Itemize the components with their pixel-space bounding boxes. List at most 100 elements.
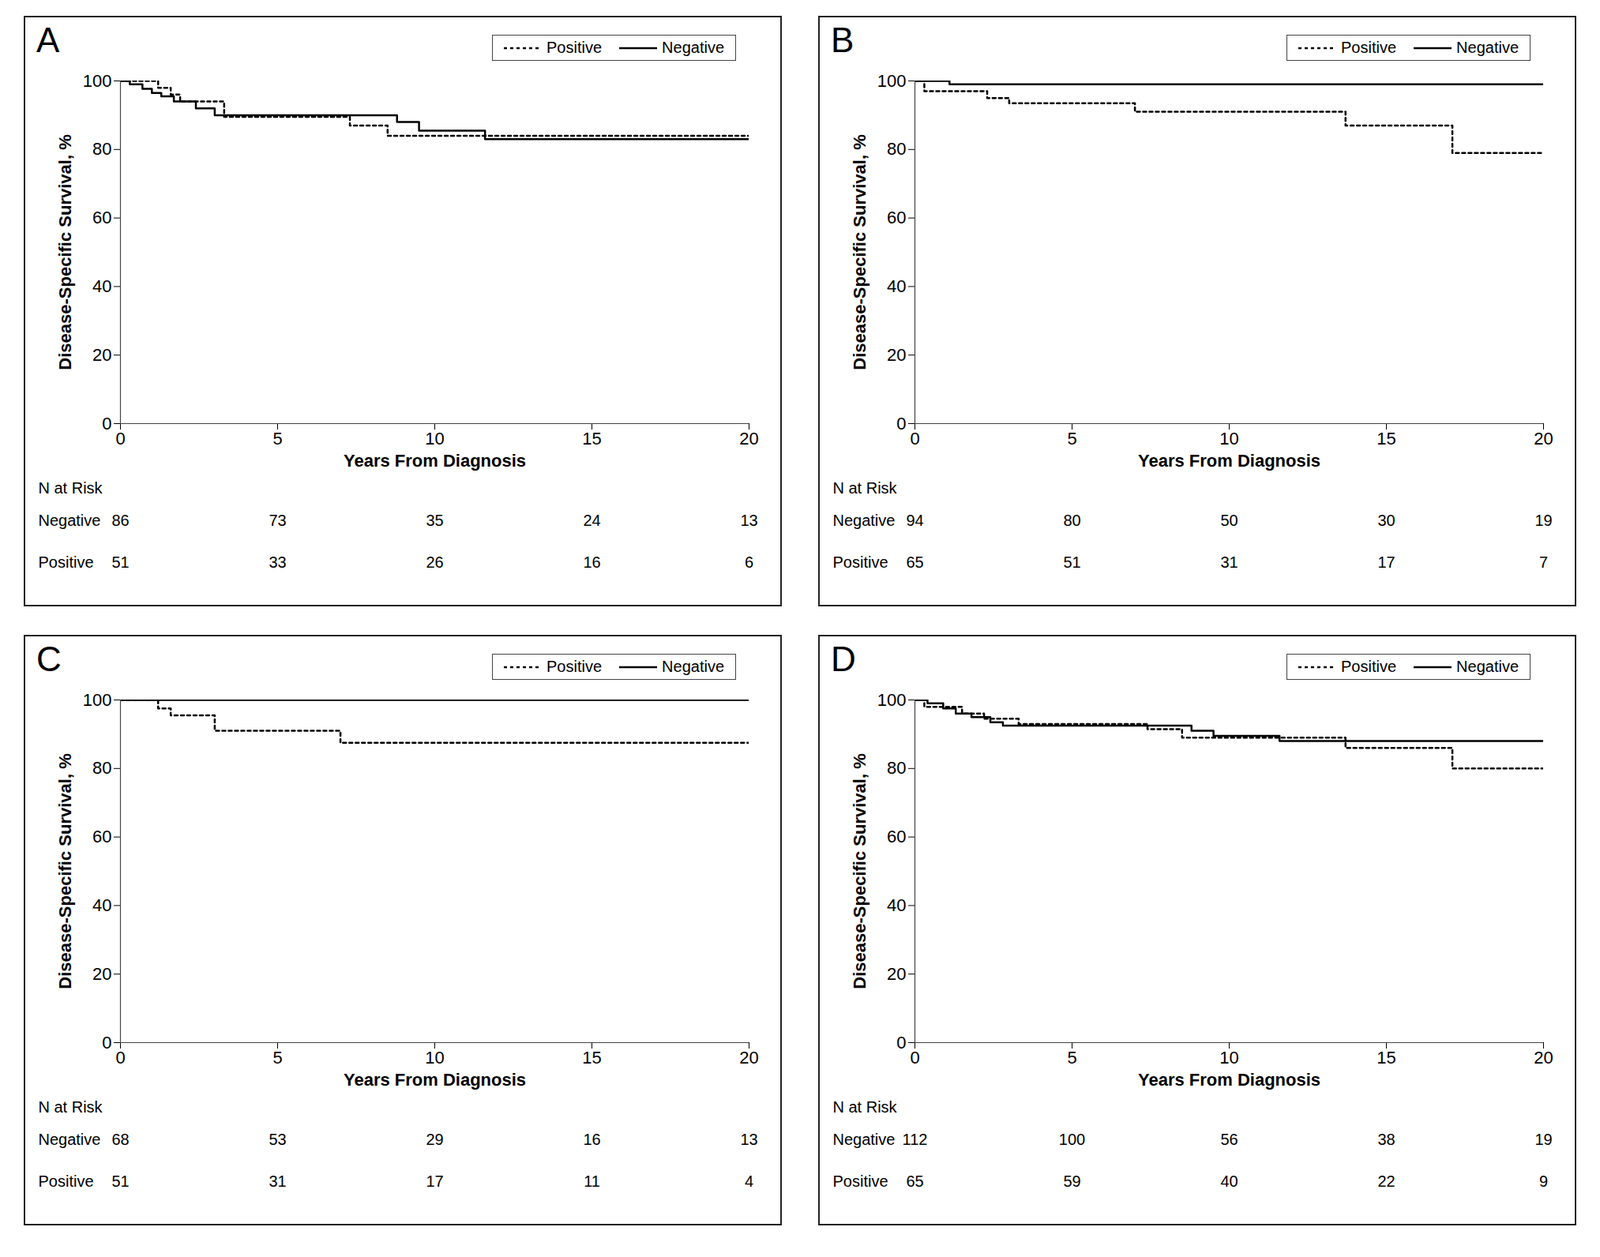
svg-text:35: 35: [425, 511, 444, 530]
svg-text:9: 9: [1539, 1172, 1548, 1191]
svg-text:38: 38: [1377, 1130, 1395, 1149]
svg-text:40: 40: [92, 895, 112, 916]
svg-text:100: 100: [877, 71, 907, 91]
svg-text:20: 20: [739, 1047, 759, 1068]
svg-text:53: 53: [268, 1130, 286, 1149]
svg-text:20: 20: [92, 964, 112, 985]
svg-text:0: 0: [909, 1047, 920, 1068]
svg-text:5: 5: [272, 428, 282, 449]
svg-text:10: 10: [1219, 428, 1239, 449]
svg-text:Positive: Positive: [38, 553, 94, 571]
svg-text:15: 15: [582, 428, 601, 449]
svg-text:65: 65: [905, 1172, 924, 1191]
svg-text:13: 13: [739, 511, 758, 530]
svg-text:Years From Diagnosis: Years From Diagnosis: [343, 1070, 526, 1090]
svg-text:65: 65: [905, 553, 924, 571]
svg-text:Negative: Negative: [38, 511, 102, 530]
svg-text:0: 0: [115, 1047, 125, 1068]
svg-text:Negative: Negative: [833, 511, 896, 530]
svg-text:Negative: Negative: [833, 1130, 896, 1149]
svg-text:17: 17: [425, 1172, 444, 1191]
svg-text:0: 0: [115, 428, 125, 449]
svg-text:5: 5: [272, 1047, 282, 1068]
svg-text:24: 24: [582, 511, 601, 530]
svg-text:40: 40: [886, 276, 906, 297]
svg-text:0: 0: [909, 428, 920, 449]
svg-text:60: 60: [92, 826, 112, 847]
svg-text:N at Risk: N at Risk: [38, 479, 104, 497]
svg-text:Negative: Negative: [38, 1130, 102, 1149]
svg-text:15: 15: [582, 1047, 601, 1068]
svg-text:20: 20: [886, 345, 906, 365]
svg-text:40: 40: [92, 276, 112, 297]
svg-text:11: 11: [583, 1172, 601, 1191]
svg-text:19: 19: [1534, 1130, 1552, 1149]
svg-text:10: 10: [424, 1047, 444, 1068]
svg-text:51: 51: [111, 1172, 129, 1191]
svg-text:5: 5: [1066, 428, 1077, 449]
svg-text:112: 112: [902, 1130, 928, 1149]
svg-text:30: 30: [1377, 511, 1395, 530]
svg-text:N at Risk: N at Risk: [38, 1098, 104, 1116]
svg-text:19: 19: [1534, 511, 1552, 530]
svg-text:80: 80: [92, 138, 112, 159]
svg-text:33: 33: [268, 553, 286, 571]
svg-text:40: 40: [886, 895, 906, 916]
svg-text:60: 60: [92, 207, 112, 228]
svg-text:Disease-Specific Survival, %: Disease-Specific Survival, %: [849, 134, 870, 370]
svg-text:59: 59: [1062, 1172, 1081, 1191]
svg-text:Positive: Positive: [38, 1172, 94, 1191]
svg-text:80: 80: [92, 758, 112, 778]
svg-text:Disease-Specific Survival, %: Disease-Specific Survival, %: [55, 753, 76, 989]
svg-text:N at Risk: N at Risk: [833, 1098, 898, 1116]
svg-text:100: 100: [82, 690, 113, 710]
svg-text:31: 31: [268, 1172, 286, 1191]
svg-text:100: 100: [82, 71, 113, 91]
svg-text:86: 86: [111, 511, 129, 530]
svg-text:20: 20: [739, 428, 759, 449]
svg-text:13: 13: [739, 1130, 758, 1149]
svg-text:51: 51: [111, 553, 129, 571]
svg-text:4: 4: [744, 1172, 754, 1191]
svg-text:0: 0: [896, 413, 906, 434]
svg-text:26: 26: [425, 553, 444, 571]
svg-text:Disease-Specific Survival, %: Disease-Specific Survival, %: [55, 134, 76, 370]
svg-text:20: 20: [1533, 1047, 1553, 1068]
svg-text:Years From Diagnosis: Years From Diagnosis: [343, 450, 526, 471]
svg-text:22: 22: [1377, 1172, 1395, 1191]
svg-text:20: 20: [886, 964, 906, 985]
svg-text:40: 40: [1220, 1172, 1238, 1191]
svg-text:100: 100: [1059, 1130, 1086, 1149]
svg-text:60: 60: [886, 207, 906, 228]
svg-text:20: 20: [1533, 428, 1553, 449]
svg-text:Positive: Positive: [833, 1172, 889, 1191]
svg-text:51: 51: [1062, 553, 1081, 571]
svg-text:0: 0: [101, 413, 112, 434]
svg-text:0: 0: [101, 1032, 112, 1053]
svg-text:94: 94: [905, 511, 924, 530]
svg-text:6: 6: [744, 553, 754, 571]
svg-text:16: 16: [582, 553, 601, 571]
svg-text:Years From Diagnosis: Years From Diagnosis: [1138, 1070, 1321, 1090]
svg-text:Positive: Positive: [833, 553, 889, 571]
svg-text:16: 16: [582, 1130, 601, 1149]
svg-text:80: 80: [886, 758, 906, 778]
svg-text:0: 0: [896, 1032, 906, 1053]
svg-text:73: 73: [268, 511, 286, 530]
svg-text:Years From Diagnosis: Years From Diagnosis: [1138, 450, 1321, 471]
svg-text:10: 10: [1219, 1047, 1239, 1068]
svg-text:31: 31: [1220, 553, 1238, 571]
svg-text:50: 50: [1220, 511, 1238, 530]
svg-text:5: 5: [1066, 1047, 1077, 1068]
svg-text:20: 20: [92, 345, 112, 365]
svg-text:80: 80: [1062, 511, 1081, 530]
svg-text:80: 80: [886, 138, 906, 159]
svg-text:15: 15: [1376, 428, 1396, 449]
svg-text:N at Risk: N at Risk: [833, 479, 898, 497]
svg-text:17: 17: [1377, 553, 1395, 571]
svg-text:60: 60: [886, 826, 906, 847]
svg-text:68: 68: [111, 1130, 129, 1149]
svg-text:29: 29: [425, 1130, 444, 1149]
svg-text:100: 100: [877, 690, 907, 710]
svg-text:56: 56: [1220, 1130, 1238, 1149]
